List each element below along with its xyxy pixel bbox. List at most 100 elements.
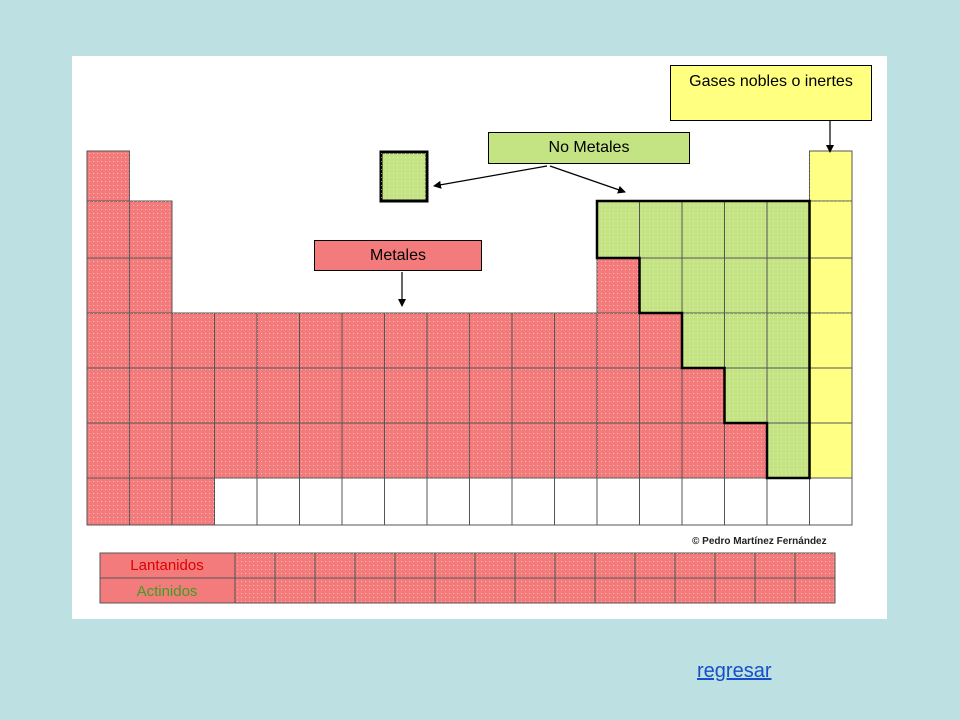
cell-texture (767, 368, 810, 423)
cell-texture (257, 368, 300, 423)
cell-texture (512, 368, 555, 423)
lanthanides-label: Lantanidos (130, 557, 204, 574)
periodic-table-diagram: Gases nobles o inertes No Metales Metale… (72, 56, 887, 619)
cell-texture (342, 423, 385, 478)
element-cell-empty (724, 477, 768, 526)
cell-texture (172, 368, 215, 423)
cell-texture (635, 578, 675, 603)
cell-texture (315, 578, 355, 603)
cell-texture (87, 478, 130, 525)
cell-texture (214, 423, 257, 478)
cell-texture (235, 553, 275, 578)
back-link[interactable]: regresar (697, 660, 772, 682)
cell-texture (435, 553, 475, 578)
cell-texture (597, 368, 640, 423)
cell-texture (342, 313, 385, 368)
cell-texture (795, 553, 835, 578)
cell-texture (87, 313, 130, 368)
cell-texture (809, 151, 852, 201)
cell-texture (767, 423, 810, 478)
cell-texture (715, 578, 755, 603)
cell-texture (809, 368, 852, 423)
cell-texture (809, 201, 852, 258)
cell-texture (469, 423, 512, 478)
cell-texture (475, 578, 515, 603)
cell-texture (512, 423, 555, 478)
cell-texture (214, 313, 257, 368)
cell-texture (475, 553, 515, 578)
cell-texture (597, 258, 640, 313)
cell-texture (87, 423, 130, 478)
cell-texture (554, 423, 597, 478)
element-cells (86, 150, 853, 526)
nonmetal-border (595, 199, 811, 480)
cell-texture (767, 258, 810, 313)
element-cell-empty (596, 477, 640, 526)
cell-texture (427, 368, 470, 423)
cell-texture (469, 368, 512, 423)
cell-texture (299, 368, 342, 423)
element-cell-empty (681, 477, 725, 526)
cell-texture (172, 423, 215, 478)
cell-texture (715, 553, 755, 578)
element-cell-empty (214, 477, 258, 526)
cell-texture (315, 553, 355, 578)
cell-texture (257, 313, 300, 368)
cell-texture (809, 313, 852, 368)
cell-texture (515, 578, 555, 603)
cell-texture (87, 368, 130, 423)
cell-texture (809, 423, 852, 478)
cell-texture (381, 152, 427, 201)
element-cell-empty (554, 477, 598, 526)
cell-texture (639, 368, 682, 423)
cell-texture (724, 423, 767, 478)
cell-texture (384, 368, 427, 423)
nonmetal-arrow-left (433, 165, 548, 189)
cell-texture (395, 553, 435, 578)
noble-gases-label: Gases nobles o inertes (670, 65, 872, 121)
cell-texture (129, 313, 172, 368)
cell-texture (395, 578, 435, 603)
cell-texture (682, 368, 725, 423)
cell-texture (129, 478, 172, 525)
cell-texture (724, 313, 767, 368)
cell-texture (724, 368, 767, 423)
cell-texture (595, 578, 635, 603)
element-cell-empty (469, 477, 513, 526)
cell-texture (724, 201, 767, 258)
cell-texture (129, 201, 172, 258)
cell-texture (682, 423, 725, 478)
f-block-label-cell (99, 552, 236, 579)
metals-label: Metales (314, 240, 482, 271)
element-cell-empty (341, 477, 385, 526)
element-cell-empty (256, 477, 300, 526)
element-cell-empty (511, 477, 555, 526)
cell-texture (129, 423, 172, 478)
element-cell-empty (384, 477, 428, 526)
cell-texture (172, 478, 215, 525)
cell-texture (257, 423, 300, 478)
cell-texture (469, 313, 512, 368)
cell-texture (755, 553, 795, 578)
cell-texture (384, 313, 427, 368)
cell-texture (515, 553, 555, 578)
cell-texture (682, 201, 725, 258)
cell-texture (675, 578, 715, 603)
cell-texture (597, 201, 640, 258)
cell-texture (87, 151, 130, 201)
cell-texture (595, 553, 635, 578)
f-block-label-cell (99, 577, 236, 604)
cell-texture (129, 368, 172, 423)
cell-texture (384, 423, 427, 478)
cell-texture (299, 313, 342, 368)
actinides-label: Actinidos (136, 583, 198, 600)
cell-texture (555, 553, 595, 578)
cell-texture (597, 423, 640, 478)
cell-texture (682, 313, 725, 368)
element-cell-empty (426, 477, 470, 526)
cell-texture (755, 578, 795, 603)
cell-texture (675, 553, 715, 578)
cell-texture (639, 201, 682, 258)
element-cell-empty (766, 477, 810, 526)
cell-texture (435, 578, 475, 603)
